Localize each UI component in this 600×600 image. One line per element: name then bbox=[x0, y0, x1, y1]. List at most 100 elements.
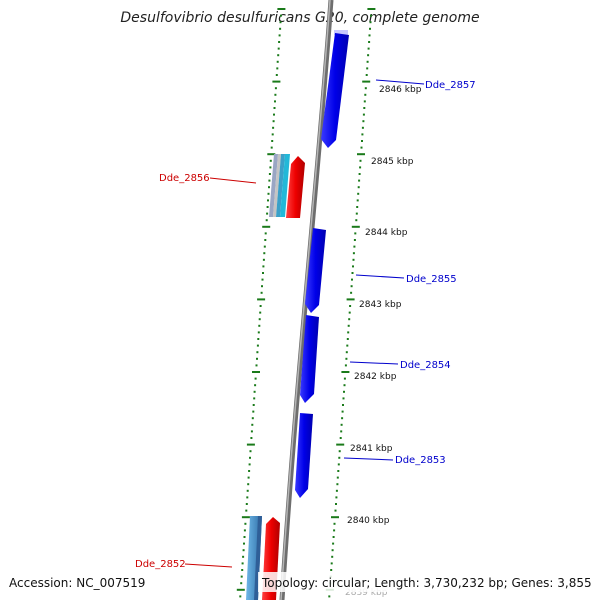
track-minor-tick bbox=[352, 252, 355, 255]
track-minor-tick bbox=[243, 536, 246, 538]
gene-label-dde-2855[interactable]: Dde_2855 bbox=[406, 274, 457, 285]
track-minor-tick bbox=[279, 27, 282, 30]
track-minor-tick bbox=[354, 232, 357, 235]
track-minor-tick bbox=[258, 318, 261, 321]
gene-label-dde-2856[interactable]: Dde_2856 bbox=[159, 173, 210, 184]
track-minor-tick bbox=[336, 483, 339, 486]
track-minor-tick bbox=[277, 47, 280, 50]
track-minor-tick bbox=[239, 595, 242, 598]
track-minor-tick bbox=[269, 159, 272, 162]
track-minor-tick bbox=[347, 324, 350, 327]
track-minor-tick bbox=[247, 483, 250, 486]
track-minor-tick bbox=[360, 146, 363, 149]
track-minor-tick bbox=[254, 384, 257, 387]
track-minor-tick bbox=[267, 199, 269, 202]
tick-label: 2845 kbp bbox=[371, 157, 414, 167]
track-minor-tick bbox=[252, 404, 255, 406]
track-minor-tick bbox=[261, 285, 263, 288]
track-minor-tick bbox=[258, 324, 261, 327]
gene-dde-2857[interactable] bbox=[321, 33, 349, 148]
leader-line-dde-2857 bbox=[375, 79, 425, 85]
track-minor-tick bbox=[242, 549, 245, 552]
track-minor-tick bbox=[272, 120, 275, 123]
track-major-tick bbox=[362, 80, 371, 83]
gene-label-dde-2854[interactable]: Dde_2854 bbox=[400, 360, 451, 371]
track-minor-tick bbox=[273, 113, 275, 116]
track-minor-tick bbox=[338, 456, 341, 459]
track-minor-tick bbox=[348, 311, 351, 314]
track-minor-tick bbox=[355, 219, 358, 222]
track-minor-tick bbox=[361, 126, 364, 129]
track-minor-tick bbox=[259, 305, 262, 307]
track-minor-tick bbox=[362, 113, 365, 116]
tick-label: 2846 kbp bbox=[379, 85, 422, 95]
track-minor-tick bbox=[346, 338, 349, 340]
track-minor-tick bbox=[271, 140, 274, 142]
track-minor-tick bbox=[270, 146, 273, 149]
gene-dde-2856-red[interactable] bbox=[286, 156, 305, 218]
tick-label: 2843 kbp bbox=[359, 300, 402, 310]
track-minor-tick bbox=[253, 390, 256, 393]
track-minor-tick bbox=[361, 140, 363, 142]
track-minor-tick bbox=[256, 357, 258, 360]
kbp-tick-labels: 2846 kbp 2845 kbp 2844 kbp 2843 kbp 2842… bbox=[345, 85, 422, 598]
track-minor-tick bbox=[256, 351, 259, 354]
track-minor-tick bbox=[266, 212, 269, 215]
accession-bg bbox=[6, 572, 152, 592]
track-minor-tick bbox=[345, 351, 348, 354]
track-minor-tick bbox=[260, 291, 263, 294]
track-minor-tick bbox=[261, 278, 264, 281]
gene-label-dde-2857[interactable]: Dde_2857 bbox=[425, 80, 476, 91]
tick-label: 2844 kbp bbox=[365, 228, 408, 238]
genome-backbone bbox=[279, 0, 334, 600]
track-minor-tick bbox=[357, 186, 360, 189]
track-minor-tick bbox=[240, 582, 243, 585]
track-minor-tick bbox=[249, 450, 252, 453]
track-minor-tick bbox=[367, 47, 370, 50]
track-minor-tick bbox=[369, 21, 372, 24]
track-minor-tick bbox=[363, 107, 366, 109]
track-minor-tick bbox=[363, 100, 366, 103]
track-minor-tick bbox=[364, 93, 367, 96]
track-minor-tick bbox=[370, 14, 372, 17]
track-major-tick bbox=[346, 298, 355, 301]
track-major-tick bbox=[331, 516, 339, 519]
track-minor-tick bbox=[249, 456, 251, 459]
track-major-tick bbox=[367, 8, 376, 10]
track-minor-tick bbox=[331, 549, 334, 552]
track-minor-tick bbox=[246, 496, 249, 499]
track-minor-tick bbox=[336, 476, 339, 479]
track-minor-tick bbox=[279, 21, 282, 24]
track-minor-tick bbox=[280, 14, 282, 17]
track-minor-tick bbox=[335, 503, 337, 505]
track-minor-tick bbox=[351, 272, 354, 274]
track-minor-tick bbox=[251, 423, 254, 426]
track-minor-tick bbox=[345, 357, 348, 360]
gene-dde-2853[interactable] bbox=[295, 413, 313, 498]
track-minor-tick bbox=[342, 397, 345, 400]
track-minor-tick bbox=[254, 377, 257, 380]
track-minor-tick bbox=[244, 522, 247, 525]
gene-label-dde-2853[interactable]: Dde_2853 bbox=[395, 455, 446, 466]
track-minor-tick bbox=[333, 522, 336, 525]
gene-dde-2855[interactable] bbox=[305, 228, 326, 313]
track-minor-tick bbox=[330, 569, 333, 571]
track-minor-tick bbox=[257, 338, 260, 340]
track-minor-tick bbox=[268, 173, 271, 175]
topology-bg bbox=[258, 572, 594, 592]
track-minor-tick bbox=[332, 542, 335, 545]
track-minor-tick bbox=[334, 509, 337, 512]
gene-dde-2856-rna-cluster[interactable] bbox=[269, 154, 290, 217]
track-major-tick bbox=[267, 153, 276, 156]
track-minor-tick bbox=[340, 430, 343, 433]
track-major-tick bbox=[246, 443, 255, 446]
track-minor-tick bbox=[268, 179, 271, 182]
track-minor-tick bbox=[343, 390, 345, 393]
track-major-tick bbox=[277, 8, 286, 10]
leader-line-dde-2853 bbox=[343, 457, 394, 461]
track-minor-tick bbox=[262, 258, 265, 261]
gene-label-dde-2852[interactable]: Dde_2852 bbox=[135, 559, 186, 570]
gene-dde-2854[interactable] bbox=[300, 315, 319, 403]
track-minor-tick bbox=[250, 437, 253, 439]
